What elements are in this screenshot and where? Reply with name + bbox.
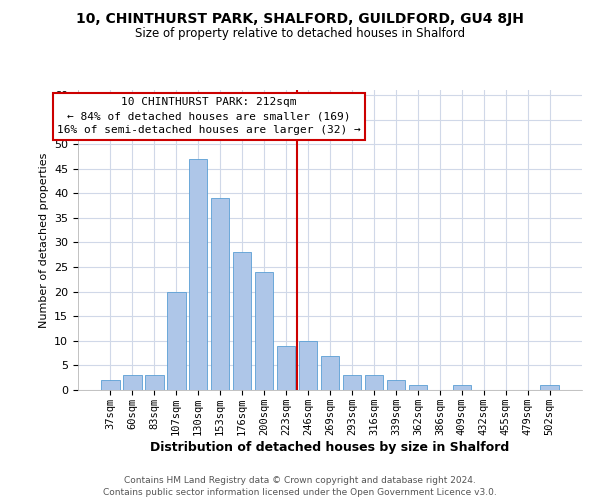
Bar [409, 385, 427, 390]
Bar [167, 292, 185, 390]
Text: 10 CHINTHURST PARK: 212sqm
← 84% of detached houses are smaller (169)
16% of sem: 10 CHINTHURST PARK: 212sqm ← 84% of deta… [57, 98, 361, 136]
Bar [123, 375, 142, 390]
Bar [101, 380, 119, 390]
Bar [452, 385, 471, 390]
Bar [277, 346, 295, 390]
Text: Contains HM Land Registry data © Crown copyright and database right 2024.: Contains HM Land Registry data © Crown c… [124, 476, 476, 485]
Bar [145, 375, 164, 390]
Text: Size of property relative to detached houses in Shalford: Size of property relative to detached ho… [135, 28, 465, 40]
Bar [365, 375, 383, 390]
Bar [343, 375, 361, 390]
Text: 10, CHINTHURST PARK, SHALFORD, GUILDFORD, GU4 8JH: 10, CHINTHURST PARK, SHALFORD, GUILDFORD… [76, 12, 524, 26]
Text: Contains public sector information licensed under the Open Government Licence v3: Contains public sector information licen… [103, 488, 497, 497]
X-axis label: Distribution of detached houses by size in Shalford: Distribution of detached houses by size … [151, 440, 509, 454]
Bar [255, 272, 274, 390]
Bar [541, 385, 559, 390]
Bar [299, 341, 317, 390]
Bar [211, 198, 229, 390]
Bar [386, 380, 405, 390]
Bar [320, 356, 340, 390]
Bar [233, 252, 251, 390]
Bar [189, 159, 208, 390]
Y-axis label: Number of detached properties: Number of detached properties [38, 152, 49, 328]
